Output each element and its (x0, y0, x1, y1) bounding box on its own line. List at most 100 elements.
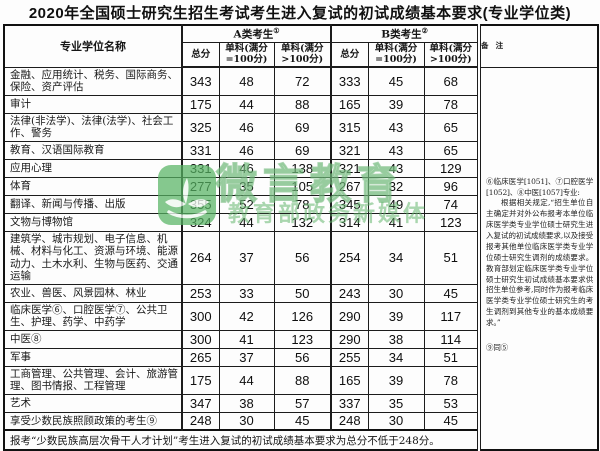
degree-name: 中医⑧ (3, 329, 183, 349)
a-gt100: 72 (273, 66, 333, 96)
b-total: 254 (330, 230, 369, 285)
group-a-footnote-mark: ① (273, 26, 280, 35)
a-total: 175 (181, 94, 220, 114)
degree-name: 临床医学⑥、口腔医学⑦、公共卫生、护理、药学、中药学 (3, 301, 183, 331)
b-eq100: 43 (367, 112, 425, 142)
b-gt100: 78 (423, 365, 480, 395)
a-eq100: 46 (218, 112, 275, 142)
b-eq100: 39 (367, 94, 425, 114)
a-total: 300 (181, 301, 220, 331)
a-eq100: 30 (218, 411, 275, 431)
a-total: 343 (181, 66, 220, 96)
b-gt100: 117 (423, 301, 480, 331)
a-eq100: 38 (218, 393, 275, 413)
a-eq100: 44 (218, 365, 275, 395)
b-gt100: 78 (423, 94, 480, 114)
remark-note-extra: ⑨同⑤ (486, 342, 508, 352)
a-gt100: 57 (273, 393, 333, 413)
a-eq100: 35 (218, 176, 275, 196)
b-eq100: 39 (367, 301, 425, 331)
degree-name: 审计 (3, 94, 183, 114)
b-total: 345 (330, 194, 369, 214)
a-total: 175 (181, 365, 220, 395)
b-eq100: 41 (367, 212, 425, 232)
a-total: 324 (181, 212, 220, 232)
a-gt100: 123 (273, 329, 333, 349)
col-header-a-total: 总分 (181, 41, 220, 68)
a-gt100: 56 (273, 230, 333, 285)
b-total: 321 (330, 140, 369, 160)
col-header-remark: 备 注 (477, 24, 599, 68)
b-total: 314 (330, 212, 369, 232)
a-total: 300 (181, 329, 220, 349)
a-eq100: 52 (218, 194, 275, 214)
b-eq100: 30 (367, 411, 425, 431)
b-eq100: 43 (367, 140, 425, 160)
b-total: 321 (330, 158, 369, 178)
a-gt100: 45 (273, 411, 333, 431)
a-total: 277 (181, 176, 220, 196)
b-total: 165 (330, 365, 369, 395)
degree-name: 金融、应用统计、税务、国际商务、保险、资产评估 (3, 66, 183, 96)
b-total: 243 (330, 283, 369, 303)
table-row: 教育、汉语国际教育 331 46 69 321 43 65 (3, 140, 598, 160)
a-total: 264 (181, 230, 220, 285)
a-eq100: 37 (218, 347, 275, 367)
group-b-label: B类考生 (381, 28, 422, 41)
a-gt100: 88 (273, 94, 333, 114)
degree-name: 应用心理 (3, 158, 183, 178)
a-gt100: 126 (273, 301, 333, 331)
a-eq100: 46 (218, 158, 275, 178)
a-total: 331 (181, 158, 220, 178)
a-gt100: 69 (273, 140, 333, 160)
b-total: 165 (330, 94, 369, 114)
b-eq100: 32 (367, 176, 425, 196)
degree-name: 军事 (3, 347, 183, 367)
a-total: 265 (181, 347, 220, 367)
b-gt100: 114 (423, 329, 480, 349)
a-gt100: 105 (273, 176, 333, 196)
b-eq100: 39 (367, 365, 425, 395)
a-gt100: 88 (273, 365, 333, 395)
a-gt100: 132 (273, 212, 333, 232)
b-eq100: 34 (367, 230, 425, 285)
col-header-b-gt100: 单科(满分 >100分) (423, 41, 480, 68)
b-gt100: 129 (423, 158, 480, 178)
a-eq100: 48 (218, 66, 275, 96)
b-total: 248 (330, 411, 369, 431)
group-b-footnote-mark: ② (421, 26, 428, 35)
a-total: 248 (181, 411, 220, 431)
b-eq100: 34 (367, 347, 425, 367)
degree-name: 文物与博物馆 (3, 212, 183, 232)
a-total: 331 (181, 140, 220, 160)
table-row: 金融、应用统计、税务、国际商务、保险、资产评估 343 48 72 333 45… (3, 66, 599, 451)
b-eq100: 35 (367, 393, 425, 413)
b-gt100: 123 (423, 212, 480, 232)
col-header-degree-name: 专业学位名称 (3, 24, 183, 68)
group-a-label: A类考生 (233, 28, 274, 41)
score-requirements-table: 专业学位名称 A类考生① B类考生② 备 注 总分 单科(满分 =100分) 单… (3, 24, 600, 451)
table-row: 工商管理、公共管理、会计、旅游管理、图书情报、工程管理 175 44 88 16… (3, 365, 598, 395)
a-eq100: 41 (218, 329, 275, 349)
b-total: 290 (330, 329, 369, 349)
a-total: 253 (181, 283, 220, 303)
a-eq100: 37 (218, 230, 275, 285)
degree-name: 艺术 (3, 393, 183, 413)
a-gt100: 138 (273, 158, 333, 178)
b-eq100: 38 (367, 329, 425, 349)
table-row: 法律(非法学)、法律(法学)、社会工作、警务 325 46 69 315 43 … (3, 112, 598, 142)
table-row: 翻译、新闻与传播、出版 355 52 78 345 49 74 (3, 194, 598, 214)
table-row: 建筑学、城市规划、电子信息、机械、材料与化工、资源与环境、能源动力、土木水利、生… (3, 230, 598, 285)
a-gt100: 50 (273, 283, 333, 303)
col-header-b-total: 总分 (330, 41, 369, 68)
a-total: 355 (181, 194, 220, 214)
b-total: 337 (330, 393, 369, 413)
b-gt100: 45 (423, 283, 480, 303)
b-gt100: 65 (423, 140, 480, 160)
b-gt100: 68 (423, 66, 480, 96)
b-gt100: 65 (423, 112, 480, 142)
b-total: 255 (330, 347, 369, 367)
degree-name: 工商管理、公共管理、会计、旅游管理、图书情报、工程管理 (3, 365, 183, 395)
b-gt100: 96 (423, 176, 480, 196)
a-eq100: 44 (218, 212, 275, 232)
